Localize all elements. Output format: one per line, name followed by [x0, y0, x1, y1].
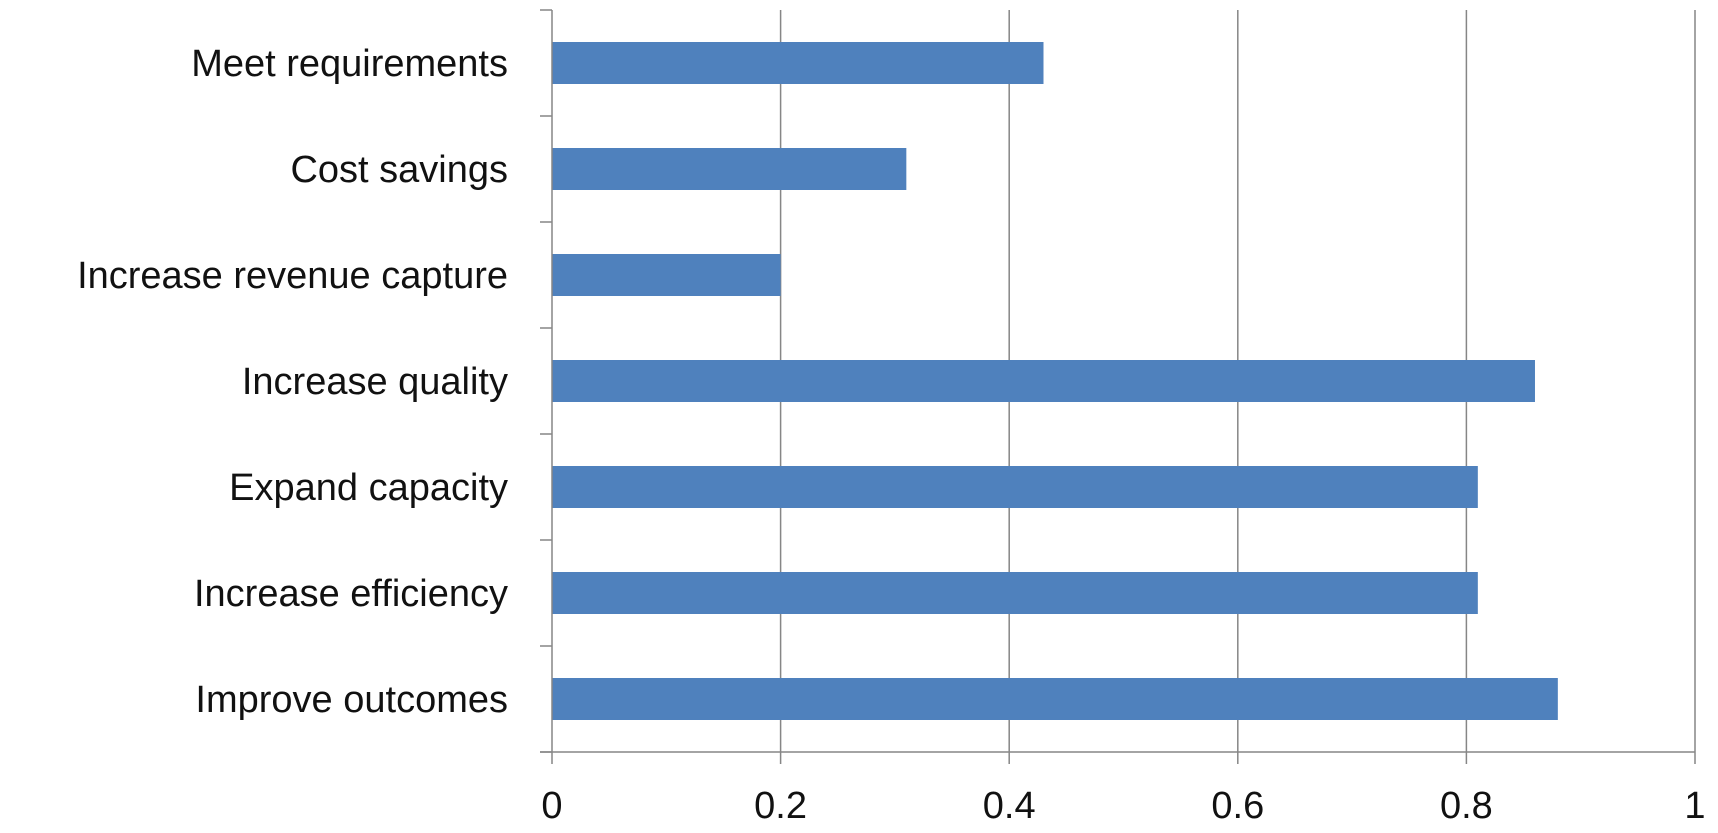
bar [552, 42, 1044, 84]
x-tick-label: 0 [541, 785, 562, 827]
x-tick-label: 0.2 [754, 785, 807, 827]
category-label: Increase quality [242, 361, 508, 403]
category-label: Meet requirements [191, 43, 508, 85]
x-tick-label: 1 [1684, 785, 1705, 827]
bar [552, 148, 907, 190]
bar [552, 360, 1535, 402]
x-tick-label: 0.4 [983, 785, 1036, 827]
x-tick-label: 0.8 [1440, 785, 1493, 827]
category-label: Cost savings [290, 149, 508, 191]
bar [552, 466, 1478, 508]
bars [552, 42, 1558, 720]
bar [552, 678, 1558, 720]
axes [540, 9, 1695, 764]
category-label: Increase efficiency [194, 573, 508, 615]
category-label: Improve outcomes [195, 679, 508, 721]
bar [552, 572, 1478, 614]
bar [552, 254, 781, 296]
category-label: Increase revenue capture [77, 255, 508, 297]
labels: 0 0.2 0.4 0.6 0.8 1 Improve outcomes Increase e… [77, 43, 1706, 827]
category-label: Expand capacity [229, 467, 508, 509]
x-tick-label: 0.6 [1211, 785, 1264, 827]
